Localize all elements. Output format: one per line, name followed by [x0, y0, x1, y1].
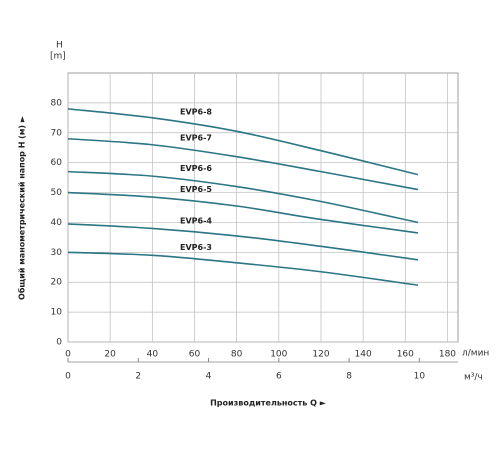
- x-tick-label: 40: [147, 350, 159, 360]
- x2-unit: м³/ч: [464, 373, 483, 383]
- curve: [67, 108, 419, 176]
- curve: [67, 251, 419, 287]
- x-tick-label: 20: [104, 350, 116, 360]
- x2-tick-label: 10: [414, 372, 426, 382]
- series-label: EVP6-8: [180, 107, 212, 116]
- series-label: EVP6-5: [180, 185, 212, 194]
- y-tick-label: 40: [51, 218, 63, 228]
- y-unit-bracket: [m]: [50, 52, 66, 62]
- y-axis-label: Общий манометрический напор H (м) ►: [17, 115, 27, 300]
- series-label: EVP6-3: [180, 243, 212, 252]
- curve: [67, 137, 419, 191]
- y-tick-label: 30: [51, 248, 63, 258]
- x-tick-label: 0: [65, 350, 71, 360]
- curve: [67, 191, 419, 234]
- x-tick-label: 180: [439, 350, 456, 360]
- x-unit: л/мин: [462, 349, 489, 359]
- x2-tick-label: 2: [135, 372, 141, 382]
- x2-tick-label: 0: [65, 372, 71, 382]
- y-tick-label: 70: [51, 128, 63, 138]
- curve: [67, 170, 419, 224]
- series-label: EVP6-4: [180, 216, 212, 225]
- x-tick-label: 80: [231, 350, 243, 360]
- series-label: EVP6-7: [180, 133, 212, 142]
- y-tick-label: 20: [51, 278, 63, 288]
- y-tick-label: 0: [56, 338, 62, 348]
- series-label: EVP6-6: [180, 164, 212, 173]
- x-tick-label: 60: [189, 350, 201, 360]
- x2-tick-label: 8: [346, 372, 352, 382]
- curve: [67, 223, 419, 261]
- x-tick-label: 140: [355, 350, 372, 360]
- x2-tick-label: 4: [206, 372, 212, 382]
- x-tick-label: 100: [270, 350, 287, 360]
- y-tick-label: 60: [51, 158, 63, 168]
- y-tick-label: 10: [51, 308, 63, 318]
- y-tick-label: 80: [51, 98, 63, 108]
- y-unit: H: [56, 41, 63, 51]
- plot-area: [67, 72, 459, 343]
- x-axis-label: Производительность Q ►: [210, 399, 327, 408]
- x-tick-label: 120: [312, 350, 329, 360]
- y-tick-label: 50: [51, 188, 63, 198]
- x-tick-label: 160: [397, 350, 414, 360]
- x2-tick-label: 6: [276, 372, 282, 382]
